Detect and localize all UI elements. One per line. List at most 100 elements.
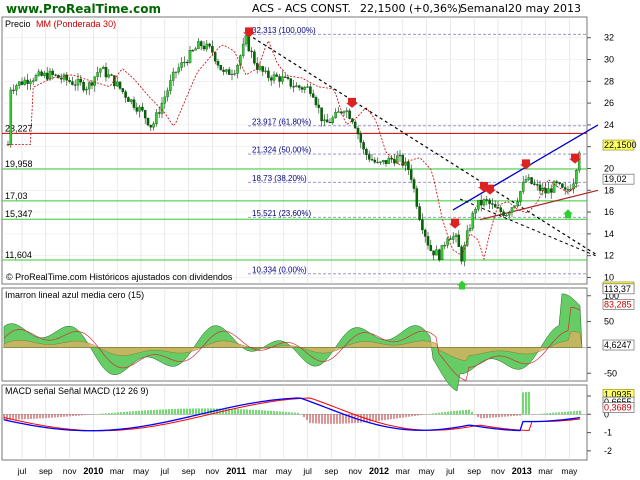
fib-label: 18,73 (38,20%) xyxy=(252,174,307,183)
site-url[interactable]: www.ProRealTime.com xyxy=(6,2,161,16)
candle xyxy=(197,41,200,49)
macd-value-tag: 0,6655 xyxy=(604,397,632,407)
candle xyxy=(300,87,304,90)
candle xyxy=(323,119,326,122)
candle xyxy=(446,238,449,246)
osc-y-tick-label: -50 xyxy=(604,368,617,378)
candle xyxy=(387,157,391,164)
candle xyxy=(241,43,245,56)
candle xyxy=(166,90,169,98)
x-tick-label: nov xyxy=(206,466,220,476)
candle xyxy=(45,72,49,80)
candle xyxy=(342,111,346,114)
candle xyxy=(563,187,567,190)
candle xyxy=(418,206,421,220)
osc-value-tag-box xyxy=(602,283,635,295)
candle xyxy=(26,79,29,84)
candle xyxy=(401,155,405,166)
candle xyxy=(395,155,399,164)
candle xyxy=(435,249,438,256)
candle xyxy=(149,124,153,128)
candle xyxy=(362,142,365,150)
price-legend: Precio MM (Ponderada 30) xyxy=(5,19,116,29)
candle xyxy=(34,75,38,81)
osc-y-tick-label: 100 xyxy=(604,291,619,301)
x-tick-label: may xyxy=(561,466,578,476)
candle xyxy=(421,219,424,231)
candle xyxy=(314,97,318,106)
candle xyxy=(43,72,46,76)
x-tick-label: 2013 xyxy=(512,466,532,476)
candle xyxy=(85,88,88,91)
candle xyxy=(292,86,295,88)
candle xyxy=(87,82,91,90)
candle xyxy=(124,91,127,98)
candle xyxy=(521,181,525,192)
candle xyxy=(141,106,144,111)
x-tick-label: 2011 xyxy=(226,466,246,476)
candle xyxy=(79,78,83,83)
candle xyxy=(127,97,130,102)
candle xyxy=(404,161,407,166)
candle xyxy=(233,73,237,75)
x-tick-label: may xyxy=(133,466,150,476)
candle xyxy=(90,82,94,86)
x-tick-label: jul xyxy=(160,466,170,476)
candle xyxy=(471,212,475,229)
candle xyxy=(443,245,447,247)
candle xyxy=(381,160,385,163)
candle xyxy=(505,215,508,217)
candle xyxy=(309,86,312,94)
candle xyxy=(244,35,248,45)
candle xyxy=(502,211,505,216)
candle xyxy=(225,69,228,72)
candle xyxy=(555,181,559,183)
macd-value-tag: 0,3689 xyxy=(604,403,632,413)
candle xyxy=(286,77,290,79)
candle xyxy=(104,67,108,78)
candle xyxy=(143,110,147,119)
candle xyxy=(230,73,234,76)
up-arrow xyxy=(563,209,573,219)
candle xyxy=(533,183,536,185)
price-y-tick-label: 18 xyxy=(604,185,614,195)
candle xyxy=(23,79,27,85)
candle xyxy=(236,65,239,74)
candle xyxy=(20,81,24,85)
candle xyxy=(264,70,267,72)
price-panel xyxy=(1,16,588,285)
osc-value-tag: 83,285 xyxy=(604,299,632,309)
candle xyxy=(398,155,402,157)
down-arrow xyxy=(569,153,581,164)
candle xyxy=(191,50,195,52)
x-tick-label: nov xyxy=(63,466,77,476)
candle xyxy=(71,81,74,85)
candle xyxy=(213,52,217,62)
price-value-tag-box xyxy=(602,173,635,185)
oscillator-legend: Imarron lineal azul media cero (15) xyxy=(5,290,144,300)
candle xyxy=(65,74,69,81)
level-label: 17,03 xyxy=(5,191,28,201)
candle xyxy=(577,152,581,171)
price-value-tag: 22,1500 xyxy=(604,140,637,150)
candle xyxy=(99,68,102,73)
macd-y-tick-label: -1 xyxy=(604,428,612,438)
candle xyxy=(552,181,556,193)
candle xyxy=(199,41,203,47)
candle xyxy=(376,161,379,164)
candle xyxy=(29,81,32,84)
candle xyxy=(359,133,363,143)
candle xyxy=(261,66,265,72)
candle xyxy=(558,182,561,185)
candle xyxy=(415,188,419,207)
x-tick-label: mar xyxy=(110,466,125,476)
candle xyxy=(281,76,284,82)
candle xyxy=(510,207,514,213)
x-tick-label: nov xyxy=(491,466,505,476)
candle xyxy=(73,84,77,86)
candle xyxy=(121,88,125,92)
price-y-tick-label: 10 xyxy=(604,272,614,282)
price-y-tick-label: 26 xyxy=(604,98,614,108)
candle xyxy=(219,65,223,71)
fib-label: 32,313 (100,00%) xyxy=(252,26,316,35)
